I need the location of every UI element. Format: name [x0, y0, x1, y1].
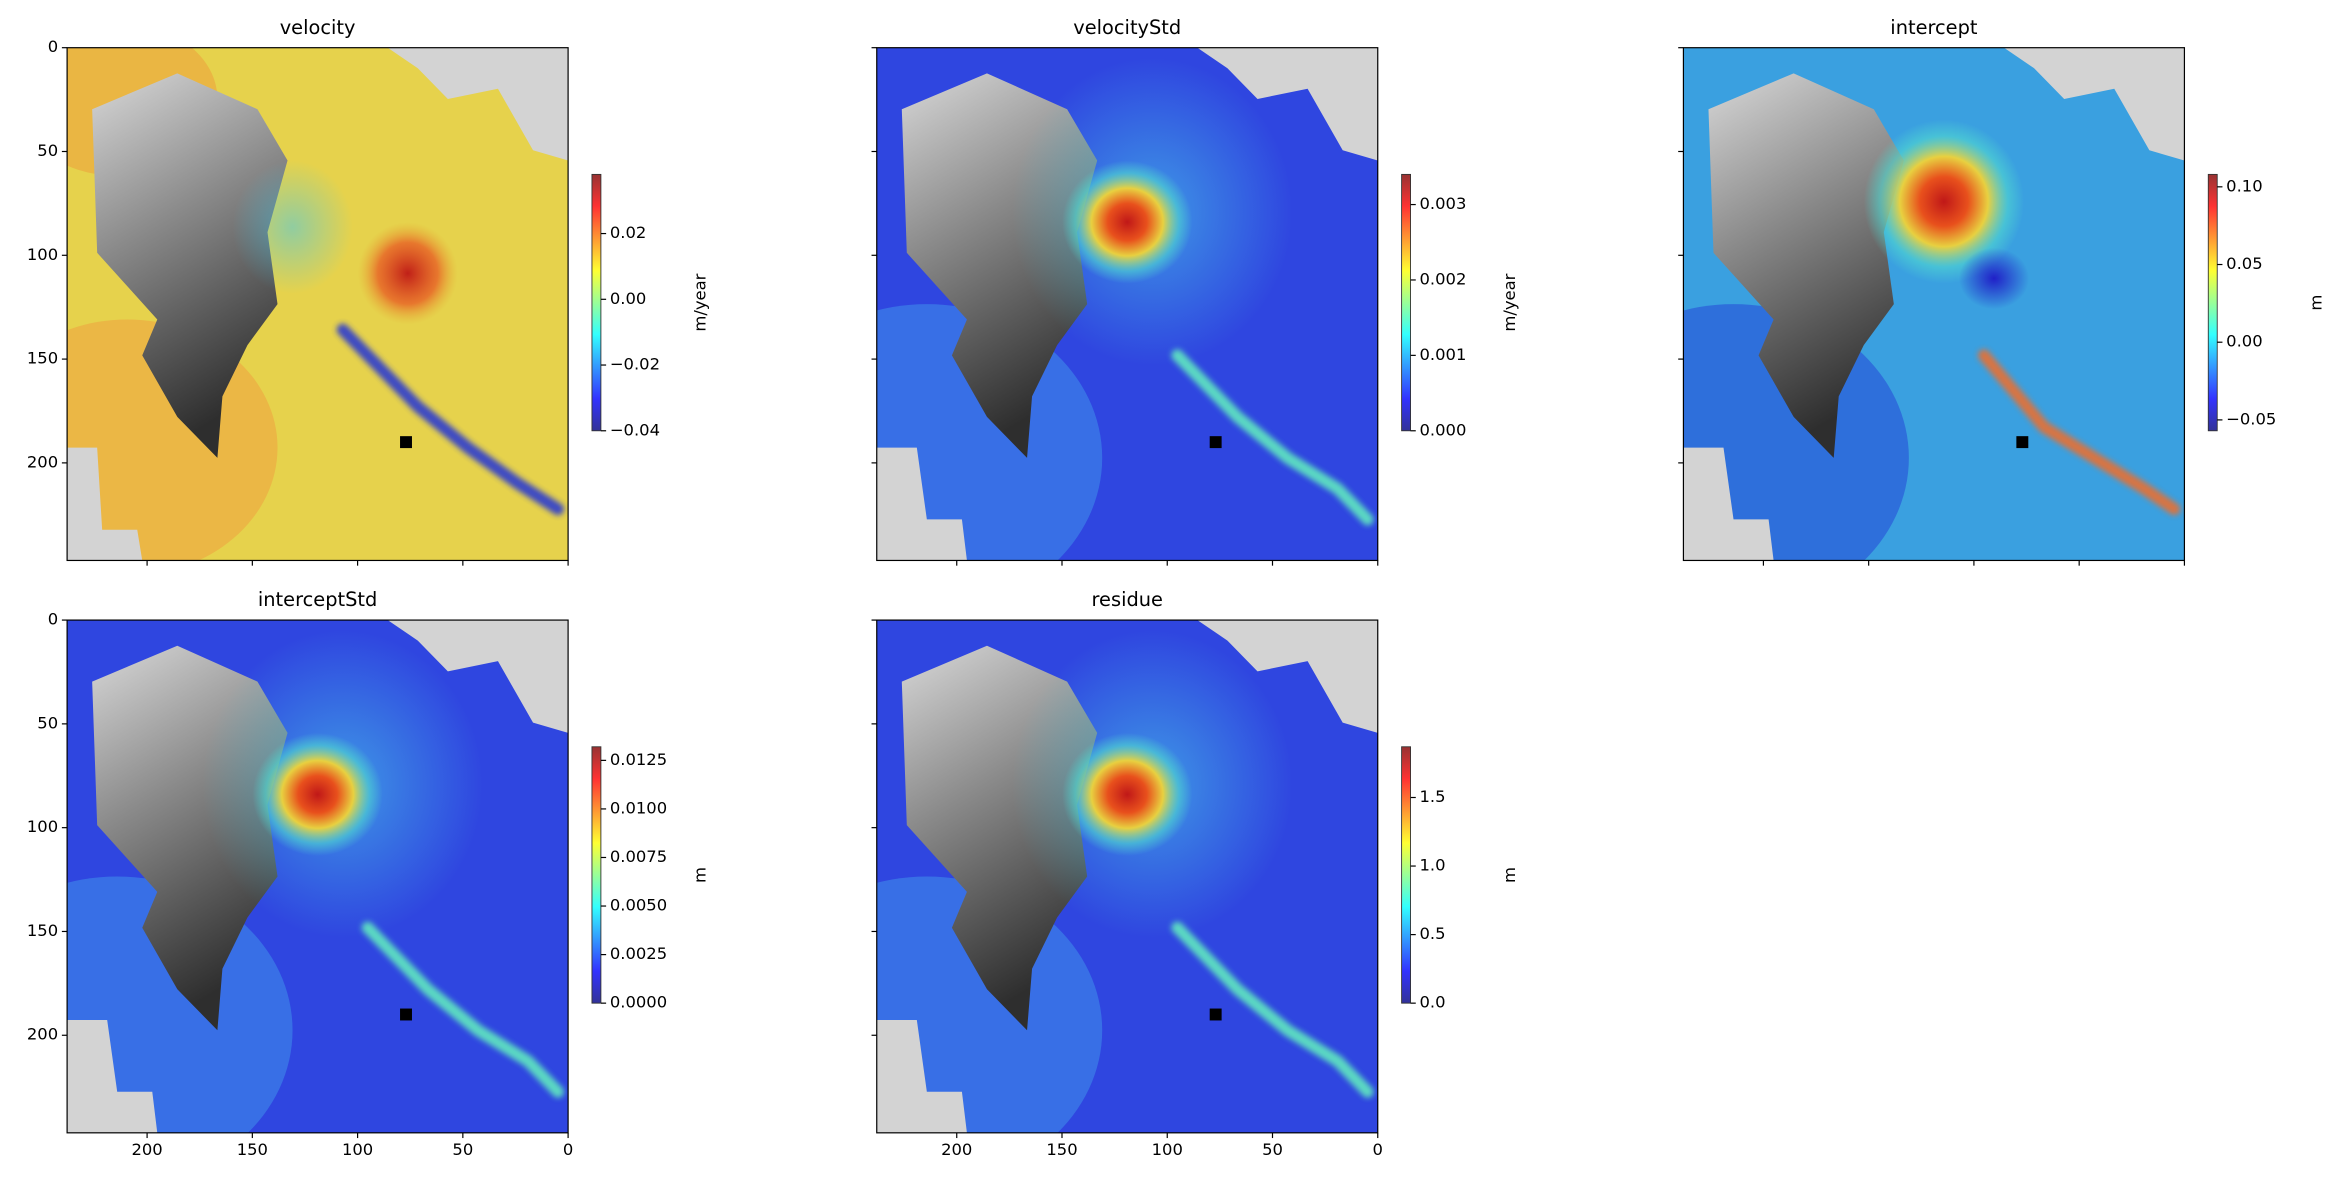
axes-frame — [876, 47, 1379, 562]
panel: residue 0 50 100 150 200 0.0 0.5 1.0 1.5 m — [871, 588, 1519, 1159]
colorbar-tick-label: 0.00 — [2226, 332, 2262, 351]
panel-title: intercept — [1890, 16, 1978, 39]
x-tick-label: 100 — [342, 1140, 373, 1159]
colorbar-tick-label: 0.05 — [2226, 254, 2262, 273]
x-tick-label: 200 — [941, 1140, 972, 1159]
heatmap-image — [1683, 47, 2185, 561]
colorbar-tick-label: 0.0100 — [610, 798, 667, 817]
y-tick-label: 100 — [27, 817, 58, 836]
x-tick-label: 200 — [131, 1140, 162, 1159]
colorbar-tick-label: 0.002 — [1420, 269, 1467, 288]
heatmap-image — [67, 47, 569, 561]
colorbar-tick-label: 1.0 — [1420, 856, 1446, 875]
colorbar — [1401, 746, 1412, 1004]
colorbar-tick-label: −0.04 — [610, 420, 660, 439]
axes-frame — [1682, 47, 2186, 562]
x-tick-label: 100 — [1152, 1140, 1183, 1159]
x-tick-label: 0 — [1373, 1140, 1383, 1159]
marker — [400, 436, 412, 449]
panel: velocity 0 50 100 150 200 −0.04 −0.02 0.00 0.02 m/… — [27, 16, 709, 566]
colorbar-tick-label: 0.0050 — [610, 896, 667, 915]
colorbar-tick-label: 0.10 — [2226, 176, 2262, 195]
y-tick-label: 150 — [27, 921, 58, 940]
axes-frame — [876, 619, 1379, 1134]
panel-title: interceptStd — [258, 588, 377, 611]
colorbar-tick-label: 0.000 — [1420, 420, 1467, 439]
y-tick-label: 100 — [27, 245, 58, 264]
y-tick-label: 50 — [37, 713, 58, 732]
y-tick-label: 200 — [27, 452, 58, 471]
colorbar-label: m — [2307, 295, 2326, 311]
x-tick-label: 50 — [452, 1140, 473, 1159]
colorbar-label: m — [690, 867, 709, 883]
colorbar-tick-label: −0.02 — [610, 355, 660, 374]
panel-title: velocityStd — [1073, 16, 1181, 39]
x-tick-label: 150 — [1046, 1140, 1077, 1159]
colorbar-label: m/year — [690, 273, 709, 331]
heatmap-image — [876, 47, 1378, 561]
y-tick-label: 200 — [27, 1025, 58, 1044]
colorbar-tick-label: 0.5 — [1420, 924, 1446, 943]
colorbar-tick-label: 0.0025 — [610, 944, 667, 963]
colorbar-tick-label: 0.00 — [610, 289, 646, 308]
panel: velocityStd 0.000 0.001 0.002 0.003 m/year — [871, 16, 1519, 566]
colorbar-tick-label: 0.0125 — [610, 750, 667, 769]
colorbar-tick-label: 0.0075 — [610, 847, 667, 866]
colorbar-tick-label: 0.001 — [1420, 345, 1467, 364]
panel: interceptStd 0 50 100 150 200 0 50 100 150 200 0.00… — [27, 588, 709, 1159]
colorbar-tick-label: 0.003 — [1420, 194, 1467, 213]
panel-title: residue — [1092, 588, 1163, 611]
y-tick-label: 50 — [37, 141, 58, 160]
colorbar — [591, 746, 602, 1004]
x-tick-label: 50 — [1262, 1140, 1283, 1159]
marker — [400, 1008, 412, 1021]
axes-frame — [66, 47, 569, 562]
axes-frame — [66, 619, 569, 1134]
heatmap-image — [67, 620, 569, 1133]
colorbar-tick-label: −0.05 — [2226, 409, 2276, 428]
x-tick-label: 150 — [237, 1140, 268, 1159]
x-tick-label: 0 — [563, 1140, 573, 1159]
colorbar — [591, 173, 602, 432]
colorbar — [2207, 173, 2218, 432]
y-tick-label: 0 — [48, 610, 58, 629]
colorbar-tick-label: 0.0 — [1420, 993, 1446, 1012]
y-tick-label: 150 — [27, 349, 58, 368]
panel: intercept −0.05 0.00 0.05 0.10 m — [1678, 16, 2326, 566]
colorbar-label: m/year — [1500, 273, 1519, 331]
colorbar-tick-label: 1.5 — [1420, 787, 1446, 806]
y-tick-label: 0 — [48, 37, 58, 56]
colorbar — [1401, 173, 1412, 432]
panel-title: velocity — [280, 16, 356, 39]
colorbar-tick-label: 0.02 — [610, 223, 646, 242]
colorbar-tick-label: 0.0000 — [610, 993, 667, 1012]
heatmap-image — [876, 620, 1378, 1133]
marker — [2016, 436, 2029, 449]
colorbar-label: m — [1500, 867, 1519, 883]
marker — [1209, 1008, 1222, 1021]
marker — [1209, 436, 1222, 449]
